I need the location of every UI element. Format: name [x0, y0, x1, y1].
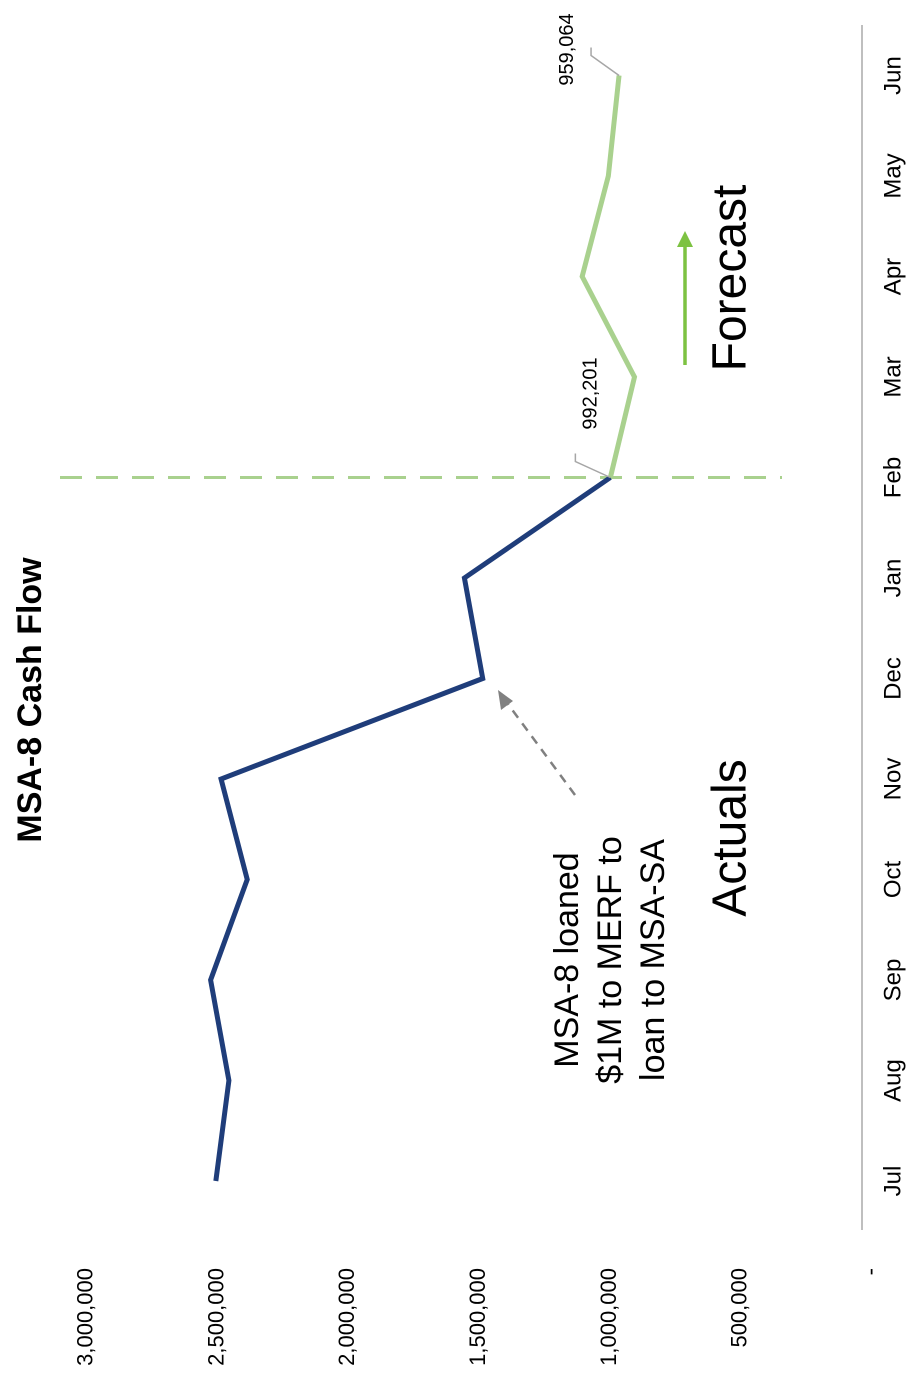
- data-label: 959,064: [556, 13, 578, 85]
- label-leader: [574, 453, 611, 479]
- annotation-arrowhead: [498, 690, 513, 710]
- annotation-text: $1M to MERF to: [591, 836, 629, 1084]
- x-tick-label: Mar: [880, 356, 907, 397]
- annotation-text: loan to MSA-SA: [634, 839, 672, 1081]
- annotation-text: MSA-8 loaned: [548, 852, 586, 1067]
- x-tick-label: May: [880, 153, 907, 198]
- chart-title: MSA-8 Cash Flow: [11, 557, 49, 843]
- series-name: Forecast: [704, 185, 757, 372]
- x-tick-label: Jan: [880, 559, 907, 598]
- y-tick-label: 2,500,000: [203, 1268, 228, 1366]
- x-tick-label: Sep: [880, 959, 907, 1002]
- y-tick-label: 1,000,000: [596, 1268, 621, 1366]
- label-leader: [590, 47, 620, 77]
- y-tick-label: 500,000: [727, 1268, 752, 1348]
- y-tick-label: 1,500,000: [465, 1268, 490, 1366]
- x-tick-label: Feb: [880, 457, 907, 498]
- data-label: 992,201: [579, 357, 601, 429]
- x-tick-label: Nov: [880, 758, 907, 801]
- x-tick-label: Dec: [880, 657, 907, 700]
- x-tick-label: Oct: [880, 861, 907, 899]
- x-tick-label: Jun: [880, 56, 907, 95]
- y-tick-label: 2,000,000: [334, 1268, 359, 1366]
- series-name: Actuals: [704, 759, 757, 916]
- series-line: [208, 475, 612, 1182]
- y-tick-label: 3,000,000: [73, 1268, 98, 1366]
- x-tick-label: Apr: [880, 258, 907, 295]
- annotation-arrow: [503, 699, 577, 796]
- x-tick-label: Jul: [880, 1166, 907, 1197]
- x-tick-label: Aug: [880, 1059, 907, 1102]
- forecast-arrowhead: [677, 231, 693, 247]
- series-line: [579, 75, 638, 479]
- y-tick-label: -: [858, 1268, 883, 1275]
